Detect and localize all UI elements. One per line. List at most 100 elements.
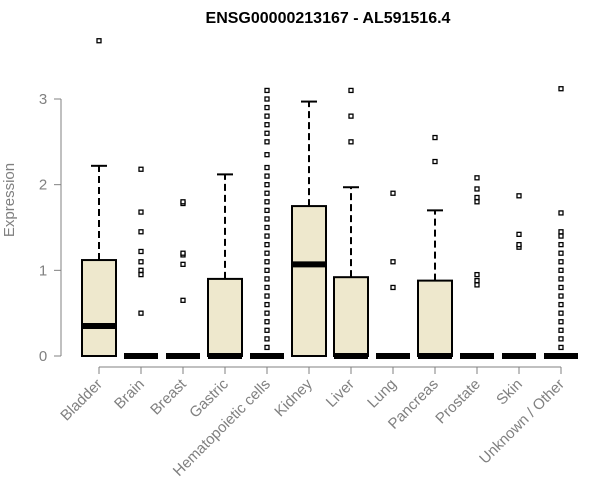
outlier-point — [264, 259, 270, 265]
outlier-point — [558, 319, 564, 325]
outlier-point — [474, 194, 480, 201]
outlier-point — [558, 276, 564, 282]
outlier-point — [558, 233, 564, 239]
outlier-point — [264, 250, 270, 256]
outlier-point — [264, 164, 270, 171]
plot-area — [81, 38, 578, 359]
outlier-point — [558, 267, 564, 273]
outlier-point — [264, 224, 270, 231]
outlier-point — [432, 134, 438, 141]
box-group — [502, 193, 536, 359]
outlier-point — [264, 267, 270, 273]
outlier-point — [264, 301, 270, 308]
outlier-point — [264, 216, 270, 222]
outlier-point — [558, 241, 564, 248]
box — [81, 259, 117, 358]
outlier-point — [264, 310, 270, 316]
outlier-point — [474, 282, 480, 288]
outlier-point — [558, 229, 564, 235]
outlier-point — [264, 199, 270, 205]
outlier-point — [264, 130, 270, 136]
x-tick-label: Liver — [323, 376, 358, 411]
outlier-point — [264, 96, 270, 102]
outlier-point — [390, 190, 396, 196]
outlier-point — [180, 261, 186, 267]
outlier-point — [558, 250, 564, 256]
x-tick-label: Breast — [147, 375, 190, 418]
outlier-point — [264, 113, 270, 119]
x-tick-label: Skin — [493, 376, 526, 409]
outlier-point — [558, 210, 564, 216]
outlier-point — [264, 284, 270, 291]
outlier-point — [264, 344, 270, 351]
outlier-point — [264, 293, 270, 299]
outlier-point — [348, 87, 354, 94]
outlier-point — [264, 327, 270, 333]
outlier-point — [432, 158, 438, 165]
outlier-point — [516, 231, 522, 238]
box — [333, 276, 369, 358]
outlier-point — [558, 336, 564, 342]
outlier-point — [264, 276, 270, 282]
outlier-point — [138, 229, 144, 235]
chart-title: ENSG00000213167 - AL591516.4 — [206, 10, 451, 27]
x-tick-label: Lung — [364, 376, 400, 412]
outlier-point — [474, 186, 480, 192]
box-group — [124, 166, 158, 359]
outlier-point — [348, 139, 354, 145]
outlier-point — [516, 193, 522, 199]
y-axis: 0 1 2 3 — [39, 91, 62, 365]
outlier-point — [390, 284, 396, 291]
y-axis-title: Expression — [1, 163, 18, 237]
outlier-point — [138, 166, 144, 172]
outlier-point — [558, 310, 564, 316]
outlier-point — [264, 87, 270, 94]
outlier-point — [558, 301, 564, 308]
box — [417, 279, 453, 358]
box-group — [291, 100, 327, 357]
box-group — [333, 87, 369, 359]
box-group — [376, 190, 410, 359]
outlier-point — [558, 259, 564, 265]
y-tick-label: 2 — [39, 177, 47, 194]
outlier-point — [180, 199, 186, 205]
outlier-point — [180, 297, 186, 303]
outlier-point — [264, 190, 270, 196]
outlier-point — [138, 209, 144, 215]
outlier-point — [264, 122, 270, 128]
outlier-point — [264, 241, 270, 248]
x-tick-label: Kidney — [271, 375, 316, 420]
outlier-point — [96, 38, 102, 44]
box-group — [417, 134, 453, 359]
outlier-point — [264, 152, 270, 158]
outlier-point — [348, 113, 354, 119]
box — [291, 205, 327, 357]
outlier-point — [558, 327, 564, 333]
outlier-point — [474, 277, 480, 284]
outlier-point — [264, 233, 270, 239]
outlier-point — [264, 319, 270, 325]
outlier-point — [138, 271, 144, 278]
outlier-point — [264, 104, 270, 111]
outlier-point — [516, 241, 522, 248]
box-group — [250, 87, 284, 359]
x-tick-label: Brain — [111, 376, 148, 413]
box-group — [207, 173, 243, 359]
box — [207, 277, 243, 357]
outlier-point — [138, 310, 144, 316]
outlier-point — [180, 250, 186, 256]
outlier-point — [474, 199, 480, 205]
outlier-point — [264, 139, 270, 145]
y-tick-label: 3 — [39, 91, 47, 108]
outlier-point — [264, 336, 270, 342]
outlier-point — [558, 284, 564, 291]
outlier-point — [138, 259, 144, 265]
outlier-point — [390, 259, 396, 265]
outlier-point — [558, 86, 564, 92]
outlier-point — [264, 182, 270, 188]
outlier-point — [558, 293, 564, 299]
outlier-point — [558, 344, 564, 351]
outlier-point — [138, 267, 144, 273]
